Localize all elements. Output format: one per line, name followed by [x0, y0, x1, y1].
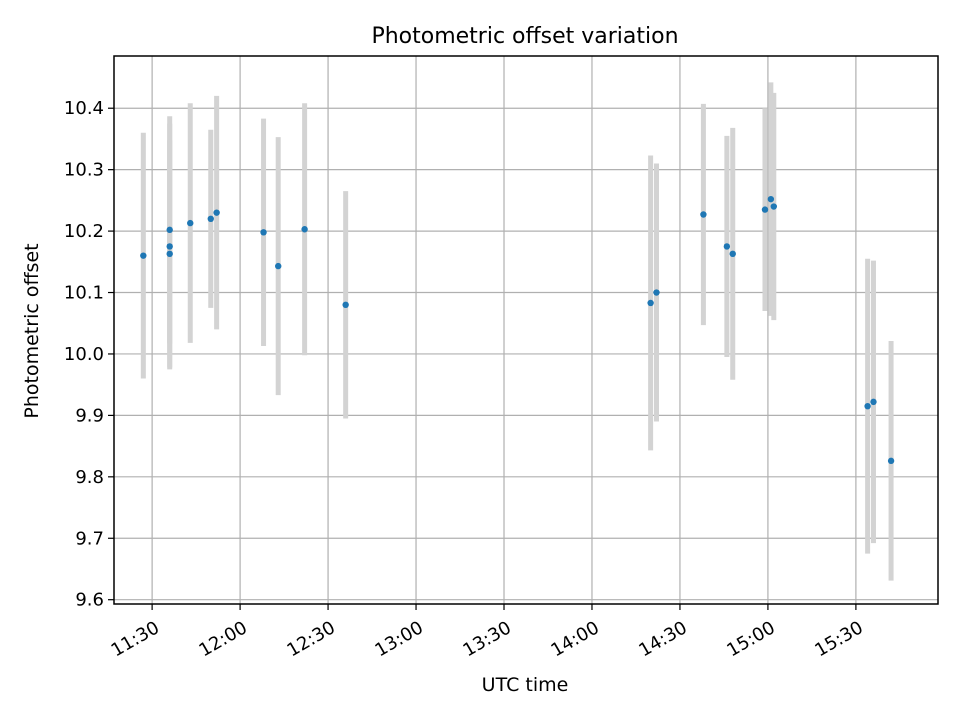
data-point — [700, 211, 707, 218]
y-tick-label: 9.6 — [75, 590, 104, 611]
data-points — [140, 195, 895, 465]
data-point — [653, 289, 660, 296]
plot-frame — [113, 55, 939, 605]
data-point — [870, 398, 877, 406]
data-point — [301, 226, 308, 233]
data-point — [647, 299, 654, 307]
y-axis: 9.6 9.7 9.8 9.9 10.0 10.1 10.2 10.3 10.4 — [64, 98, 114, 611]
y-tick-label: 9.7 — [75, 528, 104, 549]
y-tick-label: 10.3 — [64, 160, 104, 181]
grid — [114, 56, 938, 604]
y-tick-label: 10.2 — [64, 221, 104, 242]
data-point — [260, 229, 267, 236]
data-point — [213, 209, 220, 216]
data-point — [887, 457, 895, 465]
y-tick-label: 9.8 — [75, 467, 104, 488]
data-point — [166, 250, 173, 258]
data-point — [864, 402, 871, 410]
data-point — [767, 195, 775, 203]
data-point — [207, 215, 214, 223]
data-point — [140, 252, 147, 259]
x-axis-label: UTC time — [482, 674, 569, 696]
y-tick-label: 9.9 — [75, 405, 104, 426]
data-point — [166, 226, 173, 234]
y-tick-label: 10.4 — [64, 98, 104, 119]
y-tick-label: 10.0 — [64, 344, 104, 365]
chart-title: Photometric offset variation — [371, 24, 678, 49]
data-point — [729, 250, 736, 258]
data-point — [723, 243, 731, 250]
data-point — [770, 203, 777, 210]
y-axis-label: Photometric offset — [21, 243, 43, 418]
data-point — [275, 262, 282, 270]
data-point — [761, 206, 769, 213]
data-point — [166, 243, 173, 250]
y-tick-label: 10.1 — [64, 283, 104, 304]
data-point — [342, 301, 349, 309]
data-point — [187, 219, 194, 227]
